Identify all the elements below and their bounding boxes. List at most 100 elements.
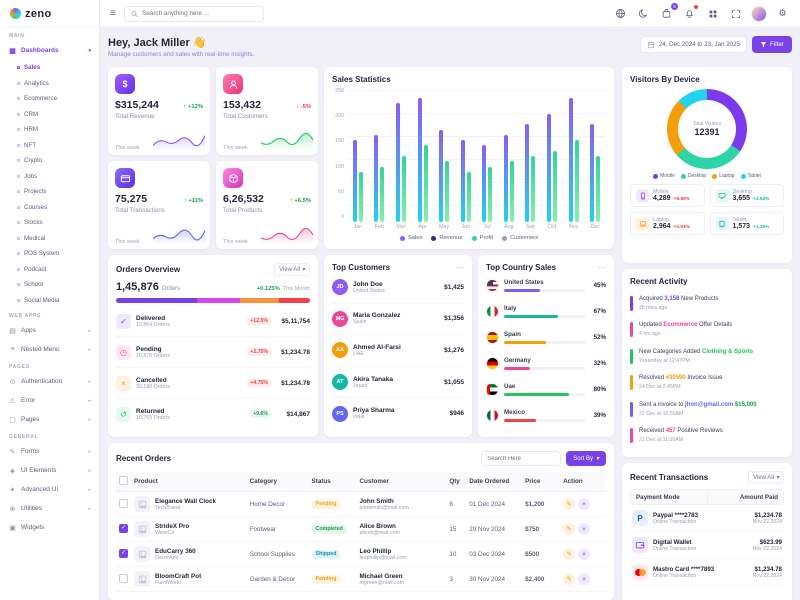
card-title: Recent Activity <box>630 277 688 286</box>
germany-flag-icon <box>486 357 499 371</box>
translate-icon[interactable] <box>613 6 628 21</box>
sidebar-item-crypto[interactable]: Crypto <box>0 153 99 169</box>
sidebar-item-jobs[interactable]: Jobs <box>0 169 99 185</box>
laptop-icon <box>636 217 649 230</box>
date-range-picker[interactable]: 24, Dec 2024 to 23, Jan 2025 <box>639 36 747 53</box>
sidebar-item-pos-system[interactable]: POS System <box>0 246 99 262</box>
category-cell: Footwear <box>246 516 309 542</box>
filter-button[interactable]: Filter <box>752 36 792 53</box>
item-label: Utilities <box>21 505 42 512</box>
sidebar-item-pages[interactable]: ▢ Pages ▸ <box>0 410 99 429</box>
sidebar-item-courses[interactable]: Courses <box>0 200 99 216</box>
stat-label: Total Customers <box>223 113 268 120</box>
bar-segment-delivered <box>116 298 198 303</box>
row-checkbox[interactable] <box>119 548 128 558</box>
sidebar-item-nft[interactable]: NFT <box>0 138 99 154</box>
forms-icon: ✎ <box>9 448 16 456</box>
country-pct: 39% <box>593 412 606 420</box>
sidebar-item-medical[interactable]: Medical <box>0 231 99 247</box>
activity-list: Acquired 3,158 New Products 25 mins ago … <box>630 290 784 449</box>
notification-bell-icon[interactable] <box>682 5 698 21</box>
country-pct: 32% <box>593 360 606 368</box>
global-search[interactable] <box>123 5 264 22</box>
country-progress <box>504 419 585 423</box>
sidebar-item-widgets[interactable]: ▣ Widgets <box>0 518 99 537</box>
sidebar-item-hrm[interactable]: HRM <box>0 122 99 138</box>
sidebar-item-school[interactable]: School <box>0 277 99 293</box>
sales-statistics-card: Sales Statistics 250 200 150 100 50 0 Jan Feb M… <box>324 67 614 249</box>
user-avatar[interactable] <box>751 5 767 22</box>
fullscreen-icon[interactable] <box>728 6 743 21</box>
sidebar-item-dashboards[interactable]: ▦ Dashboards ▾ <box>0 41 99 60</box>
sidebar-item-error[interactable]: ⚠ Error ▸ <box>0 391 99 410</box>
product-name[interactable]: Elegance Wall Clock <box>155 497 217 505</box>
logo[interactable]: zeno <box>0 0 99 28</box>
legend-item: Profit <box>471 235 493 241</box>
stat-card-total-revenue: $ $315,244 +12% Total Revenue This week <box>108 67 210 155</box>
list-item: Uae 80% <box>486 377 606 403</box>
sidebar-item-podcast[interactable]: Podcast <box>0 262 99 278</box>
dark-mode-moon-icon[interactable] <box>636 6 651 21</box>
sidebar-item-projects[interactable]: Projects <box>0 184 99 200</box>
list-item: AT Akira Tanaka Japan $1,055 <box>332 365 464 398</box>
product-name[interactable]: EduCarry 360 <box>155 547 196 555</box>
select-all-checkbox[interactable] <box>119 476 128 485</box>
legend-dot <box>399 235 405 241</box>
view-all-button[interactable]: View All ▾ <box>274 263 310 276</box>
orders-search-input[interactable] <box>481 451 562 466</box>
item-label: Authentication <box>21 378 63 385</box>
chart-legend: Sales Revenue Profit Customers <box>332 235 606 241</box>
sub-label: CRM <box>24 110 39 118</box>
sidebar-item-ui-elements[interactable]: ◈ UI Elements ▸ <box>0 461 99 480</box>
apps-grid-icon[interactable] <box>705 6 720 21</box>
sidebar-item-authentication[interactable]: ⊙ Authentication ▸ <box>0 372 99 391</box>
visitors-by-device-card: Visitors By Device Total Visitors 12391 … <box>622 67 792 263</box>
sidebar-item-sales[interactable]: Sales <box>0 60 99 76</box>
cart-icon[interactable]: 5 <box>659 3 678 21</box>
sidebar-item-utilities[interactable]: ⊕ Utilities ▸ <box>0 499 99 518</box>
hamburger-menu-icon[interactable]: ≡ <box>110 7 116 19</box>
x-tick: Nov <box>568 224 579 230</box>
bullet-icon <box>17 205 20 209</box>
edit-icon[interactable]: ✎ <box>563 547 576 560</box>
delivered-icon: ✓ <box>116 313 131 329</box>
column-header: Price <box>522 472 561 492</box>
delete-icon[interactable]: × <box>578 498 591 511</box>
card-title: Recent Orders <box>116 454 172 463</box>
sidebar-item-forms[interactable]: ✎ Forms ▸ <box>0 442 99 461</box>
product-name[interactable]: BloomCraft Pot <box>155 572 202 580</box>
row-checkbox[interactable] <box>119 523 128 533</box>
row-checkbox[interactable] <box>119 573 128 583</box>
bar-group <box>568 90 579 222</box>
edit-icon[interactable]: ✎ <box>563 497 576 510</box>
sidebar-item-apps[interactable]: ▤ Apps ▸ <box>0 321 99 340</box>
delete-icon[interactable]: × <box>578 548 591 561</box>
sidebar-item-stocks[interactable]: Stocks <box>0 215 99 231</box>
product-name[interactable]: StrideX Pro <box>155 522 190 530</box>
column-header: Customer <box>356 472 447 492</box>
category-cell: Home Decor <box>246 491 309 517</box>
view-all-button[interactable]: View All ▾ <box>748 471 784 484</box>
sidebar-item-nested-menu[interactable]: ≡ Nested Menu ▸ <box>0 340 99 359</box>
edit-icon[interactable]: ✎ <box>563 522 576 535</box>
edit-icon[interactable]: ✎ <box>563 572 576 585</box>
activity-time: Yesterday at 12:47PM <box>639 357 690 364</box>
chart-bar <box>552 150 557 222</box>
delete-icon[interactable]: × <box>578 523 591 536</box>
sidebar-item-advanced-ui[interactable]: ✦ Advanced UI ▸ <box>0 480 99 499</box>
settings-gear-icon[interactable]: ⚙ <box>778 8 787 18</box>
sidebar-item-analytics[interactable]: Analytics <box>0 76 99 92</box>
item-label: Nested Menu <box>21 346 60 353</box>
sidebar-item-ecommerce[interactable]: Ecommerce <box>0 91 99 107</box>
device-stat-desktop: Desktop 3,655 +3.54% <box>709 184 784 207</box>
sidebar-item-social-media[interactable]: Social Media <box>0 293 99 309</box>
search-input[interactable] <box>142 10 257 17</box>
sort-by-button[interactable]: Sort By ▾ <box>566 451 606 466</box>
sidebar-item-crm[interactable]: CRM <box>0 107 99 123</box>
sub-label: Courses <box>24 203 48 211</box>
delete-icon[interactable]: × <box>578 573 591 586</box>
chart-bar <box>358 171 363 222</box>
row-checkbox[interactable] <box>119 498 128 508</box>
customer-name: Ahmed Al-Farsi <box>353 343 401 351</box>
stat-value: $315,244 <box>115 99 159 111</box>
